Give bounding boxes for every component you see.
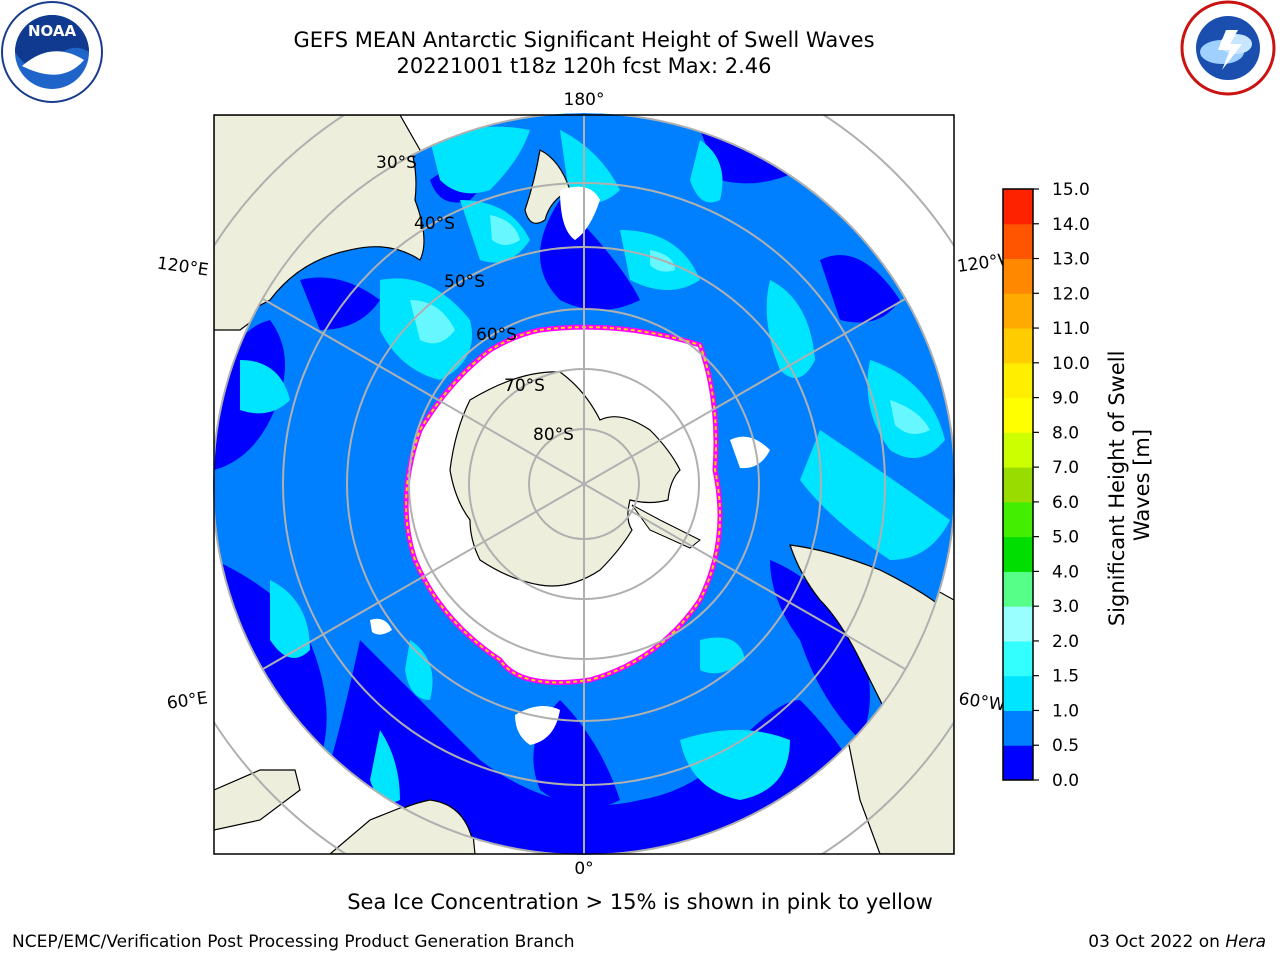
lat-label-70s: 70°S xyxy=(504,376,545,396)
colorbar-tick-label: 3.0 xyxy=(1052,597,1079,617)
colorbar-cell xyxy=(1003,745,1033,781)
colorbar-tick-label: 7.0 xyxy=(1052,458,1079,478)
lon-label-180: 180° xyxy=(564,90,605,110)
colorbar-tick-label: 1.0 xyxy=(1052,701,1079,721)
map-title: GEFS MEAN Antarctic Significant Height o… xyxy=(293,28,875,52)
colorbar-tick-label: 13.0 xyxy=(1052,250,1090,270)
date-text: 03 Oct 2022 on Hera xyxy=(1088,932,1266,952)
colorbar-cell xyxy=(1003,223,1033,260)
map-area xyxy=(213,113,955,855)
colorbar-cell xyxy=(1003,293,1033,329)
colorbar-tick-label: 11.0 xyxy=(1052,319,1090,339)
colorbar-cell xyxy=(1003,640,1033,677)
colorbar-cell xyxy=(1003,432,1033,468)
colorbar-tick-label: 5.0 xyxy=(1052,528,1079,548)
host-label: Hera xyxy=(1225,932,1266,952)
colorbar-tick-label: 4.0 xyxy=(1052,562,1079,582)
map-subtitle: 20221001 t18z 120h fcst Max: 2.46 xyxy=(396,54,772,78)
credit-text: NCEP/EMC/Verification Post Processing Pr… xyxy=(12,932,575,952)
antarctica-land xyxy=(449,371,681,587)
colorbar-tick-label: 8.0 xyxy=(1052,423,1079,443)
lat-label-80s: 80°S xyxy=(533,425,574,445)
colorbar-cell xyxy=(1003,467,1033,503)
colorbar-tick-label: 0.5 xyxy=(1052,736,1079,756)
colorbar-cell xyxy=(1003,189,1033,225)
colorbar-cell xyxy=(1003,536,1033,572)
colorbar-frame xyxy=(1002,188,1034,781)
lon-label-60w: 60°W xyxy=(957,689,1006,715)
nws-logo xyxy=(1180,0,1276,96)
noaa-logo: NOAA xyxy=(1,1,103,103)
colorbar: 0.0 0.5 1.0 1.5 2.0 3.0 4.0 5.0 6.0 7.0 8.0 9.0 10.0… xyxy=(1002,180,1154,791)
colorbar-tick-label: 1.5 xyxy=(1052,667,1079,687)
colorbar-tick-label: 2.0 xyxy=(1052,632,1079,652)
colorbar-tick-label: 10.0 xyxy=(1052,354,1090,374)
lat-label-40s: 40°S xyxy=(414,214,455,234)
colorbar-cell xyxy=(1003,397,1033,433)
colorbar-cell xyxy=(1003,606,1033,642)
lon-label-60e: 60°E xyxy=(166,688,209,713)
colorbar-tick-label: 6.0 xyxy=(1052,493,1079,513)
colorbar-cell xyxy=(1003,675,1033,711)
colorbar-cell xyxy=(1003,571,1033,607)
lon-label-0: 0° xyxy=(574,859,593,879)
colorbar-tick-label: 15.0 xyxy=(1052,180,1090,200)
colorbar-tick-label: 14.0 xyxy=(1052,215,1090,235)
sea-ice-note: Sea Ice Concentration > 15% is shown in … xyxy=(347,890,933,914)
lat-label-30s: 30°S xyxy=(376,153,417,173)
colorbar-cell xyxy=(1003,362,1033,399)
graticule xyxy=(214,115,954,854)
colorbar-cell xyxy=(1003,258,1033,294)
lat-label-60s: 60°S xyxy=(476,325,517,345)
colorbar-tick-label: 12.0 xyxy=(1052,284,1090,304)
date-label: 03 Oct 2022 on xyxy=(1088,932,1220,952)
lat-label-50s: 50°S xyxy=(444,272,485,292)
colorbar-tick-label: 0.0 xyxy=(1052,771,1079,791)
colorbar-cell xyxy=(1003,328,1033,364)
lon-label-120e: 120°E xyxy=(156,254,210,281)
colorbar-cell xyxy=(1003,501,1033,538)
colorbar-label: Significant Height of Swell Waves [m] xyxy=(1105,344,1154,626)
latitude-labels: 30°S 40°S 50°S 60°S 70°S 80°S xyxy=(376,153,574,445)
colorbar-cell xyxy=(1003,710,1033,746)
colorbar-tick-label: 9.0 xyxy=(1052,389,1079,409)
svg-text:NOAA: NOAA xyxy=(28,22,77,40)
